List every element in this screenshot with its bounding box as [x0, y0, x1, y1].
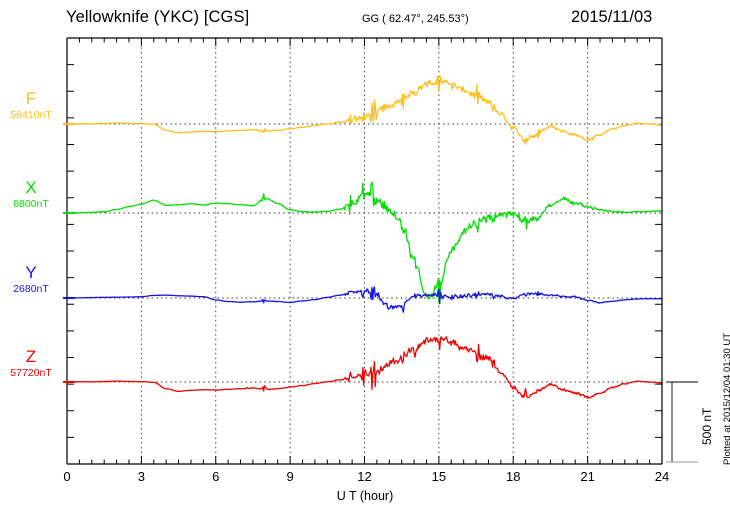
station-title: Yellowknife (YKC) [CGS] [66, 8, 250, 26]
x-tick-label-24: 24 [654, 469, 670, 484]
observation-date: 2015/11/03 [571, 8, 653, 26]
plotted-at-timestamp: Plotted at 2015/12/04 01:30 UT [722, 332, 730, 465]
trace-y [66, 286, 663, 313]
x-axis-title: U T (hour) [336, 489, 394, 503]
gridlines [140, 38, 589, 464]
x-tick-label-0: 0 [63, 469, 71, 484]
x-tick-label-9: 9 [286, 469, 294, 484]
trace-group [66, 75, 663, 399]
axis-ticks [63, 37, 663, 465]
component-value-f: 58410nT [10, 109, 52, 121]
component-letter-x: X [25, 178, 37, 197]
component-label-y: Y 2680nT [0, 264, 62, 295]
trace-z [66, 336, 663, 399]
component-letter-y: Y [25, 263, 37, 282]
x-tick-label-6: 6 [212, 469, 220, 484]
trace-f [66, 75, 663, 145]
scale-bar [666, 381, 698, 463]
component-value-y: 2680nT [13, 283, 49, 295]
geographic-coordinates: GG ( 62.47°, 245.53°) [362, 13, 469, 25]
component-value-x: 8800nT [13, 198, 49, 210]
component-letter-z: Z [25, 347, 37, 366]
component-label-x: X 8800nT [0, 179, 62, 210]
x-tick-label-12: 12 [357, 469, 372, 484]
x-tick-label-15: 15 [431, 469, 447, 484]
x-tick-label-21: 21 [580, 469, 595, 484]
baseline-lines [67, 123, 662, 383]
component-value-z: 57720nT [10, 367, 52, 379]
x-tick-label-18: 18 [506, 469, 521, 484]
component-label-z: Z 57720nT [0, 348, 62, 379]
trace-x [66, 181, 663, 304]
component-letter-f: F [25, 89, 37, 108]
scale-bar-label: 500 nT [700, 407, 714, 445]
x-tick-label-3: 3 [137, 469, 145, 484]
component-label-f: F 58410nT [0, 90, 62, 121]
